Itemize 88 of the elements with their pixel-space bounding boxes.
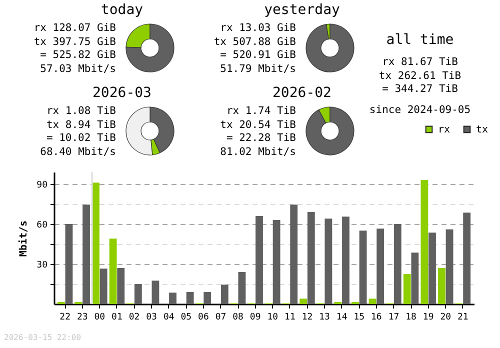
x-tick-label: 04 [163, 312, 174, 322]
bar [420, 180, 428, 304]
y-tick-label: 30 [36, 260, 48, 270]
x-tick-label: 06 [198, 312, 209, 322]
text: = 520.91 GiB [220, 49, 296, 62]
bar [169, 292, 176, 304]
x-tick-label: 19 [422, 312, 434, 322]
x-tick-label: 03 [146, 312, 157, 322]
bar [290, 204, 298, 304]
bar [359, 230, 367, 304]
y-tick-label: 90 [36, 180, 48, 190]
bar [65, 224, 73, 304]
text: = 22.28 TiB [226, 132, 296, 146]
bar [256, 216, 263, 304]
bar [324, 218, 332, 304]
bar [82, 204, 90, 304]
x-tick-label: 18 [406, 312, 416, 322]
bar [307, 212, 315, 304]
text: all time [385, 32, 455, 48]
bar [411, 252, 419, 304]
text: tx 507.88 GiB [214, 36, 296, 49]
bar [117, 268, 125, 304]
text: rx 13.03 GiB [220, 22, 296, 36]
text: = 10.02 TiB [46, 132, 116, 146]
bar [100, 268, 108, 304]
bar [272, 220, 280, 304]
x-tick-label: 09 [250, 312, 261, 322]
y-axis-title: Mbit/s [18, 220, 30, 257]
text: = 525.82 GiB [40, 49, 116, 62]
text: rx 1.74 TiB [226, 105, 296, 118]
text: 68.40 Mbit/s [40, 146, 116, 159]
y-tick-label: 60 [36, 220, 48, 230]
text: tx 20.54 TiB [220, 118, 296, 132]
bar [134, 284, 142, 304]
text: tx 262.61 TiB [378, 70, 462, 83]
bar [342, 216, 350, 304]
bar [186, 292, 194, 304]
x-tick-label: 16 [371, 312, 382, 322]
bar [152, 280, 160, 304]
legend-label: rx [438, 124, 450, 136]
text: = 344.27 TiB [381, 83, 459, 96]
x-tick-label: 02 [128, 312, 140, 322]
text: 51.79 Mbit/s [220, 62, 296, 76]
x-tick-label: 12 [302, 312, 313, 322]
x-tick-label: 01 [112, 312, 122, 322]
chart-title: 2026-03 [91, 85, 152, 101]
bar [438, 268, 446, 304]
text: 81.02 Mbit/s [220, 146, 296, 159]
chart-title: today [100, 2, 144, 18]
bar [376, 228, 384, 304]
legend-label: tx [476, 124, 488, 136]
x-tick-label: 17 [388, 312, 400, 322]
x-tick-label: 08 [232, 312, 244, 322]
text: 57.03 Mbit/s [40, 62, 116, 76]
donut-slice [306, 106, 354, 156]
text: since 2024-09-05 [368, 104, 472, 117]
text: rx 1.08 TiB [46, 105, 116, 118]
x-tick-label: 23 [76, 312, 88, 322]
text: rx 128.07 GiB [34, 22, 116, 36]
x-tick-label: 15 [354, 312, 365, 322]
x-tick-label: 05 [180, 312, 192, 322]
bar [446, 229, 454, 304]
bar [428, 232, 436, 304]
x-tick-label: 07 [215, 312, 226, 322]
donut-slice [126, 24, 174, 72]
x-tick-label: 14 [336, 312, 348, 322]
x-tick-label: 21 [458, 312, 468, 322]
text: tx 8.94 TiB [46, 118, 116, 132]
bar [300, 298, 308, 304]
x-tick-label: 22 [60, 312, 70, 322]
chart-title: yesterday [263, 2, 341, 18]
bar [463, 212, 471, 304]
text: tx 397.75 GiB [34, 36, 116, 49]
donut-slice [306, 24, 354, 72]
x-tick-label: 20 [440, 312, 452, 322]
bar [238, 272, 246, 304]
text: rx 81.67 TiB [381, 56, 459, 70]
x-tick-label: 10 [267, 312, 278, 322]
bar [403, 274, 411, 304]
bar [220, 284, 228, 304]
bar [109, 238, 117, 304]
x-tick-label: 13 [319, 312, 330, 322]
bar [368, 298, 376, 304]
bar [204, 292, 212, 304]
bar [394, 224, 402, 304]
x-tick-label: 00 [94, 312, 106, 322]
x-tick-label: 11 [284, 312, 296, 322]
chart-title: 2026-02 [271, 85, 332, 101]
